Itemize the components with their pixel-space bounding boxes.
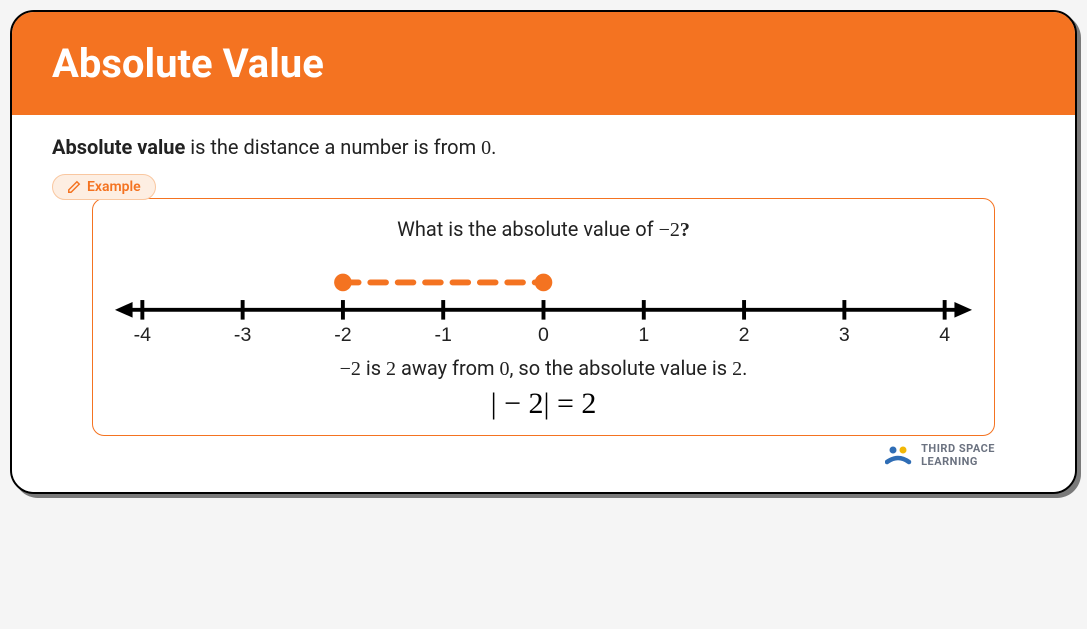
- numberline: -4 -3 -2 -1 0 1 2 3 4: [113, 252, 974, 352]
- equation-text: | − 2| = 2: [93, 387, 994, 421]
- explanation-text: −2 is 2 away from 0, so the absolute val…: [93, 356, 994, 381]
- definition-text: Absolute value is the distance a number …: [52, 135, 1035, 160]
- card-header: Absolute Value: [12, 12, 1075, 115]
- example-tag: Example: [52, 174, 156, 200]
- svg-text:3: 3: [839, 324, 850, 346]
- svg-text:2: 2: [739, 324, 750, 346]
- svg-text:1: 1: [638, 324, 649, 346]
- pencil-icon: [67, 180, 81, 194]
- brand-logo-icon: [885, 444, 913, 466]
- page-title: Absolute Value: [52, 40, 1035, 87]
- brand-footer: THIRD SPACE LEARNING: [52, 436, 1035, 482]
- example-tag-label: Example: [87, 179, 141, 195]
- term-bold: Absolute value: [52, 135, 185, 159]
- svg-text:-4: -4: [134, 324, 152, 346]
- card-body: Absolute value is the distance a number …: [12, 115, 1075, 492]
- numberline-container: -4 -3 -2 -1 0 1 2 3 4: [113, 252, 974, 352]
- lesson-card: Absolute Value Absolute value is the dis…: [10, 10, 1077, 494]
- question-text: What is the absolute value of −2?: [93, 217, 994, 242]
- svg-text:-1: -1: [435, 324, 452, 346]
- svg-text:-3: -3: [234, 324, 252, 346]
- example-box: What is the absolute value of −2? -4 -3 -2…: [92, 198, 995, 436]
- brand-text: THIRD SPACE LEARNING: [921, 442, 995, 468]
- svg-text:0: 0: [538, 324, 549, 346]
- svg-text:-2: -2: [334, 324, 351, 346]
- svg-text:4: 4: [939, 324, 950, 346]
